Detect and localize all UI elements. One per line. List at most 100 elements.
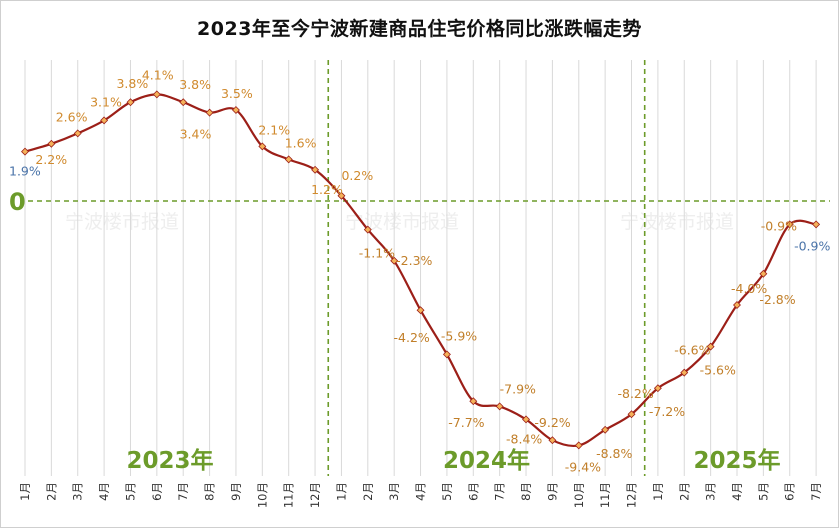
x-tick-label: 11月	[598, 482, 612, 508]
x-tick-label: 10月	[255, 482, 269, 508]
watermark-text: 宁波楼市报道	[620, 211, 734, 233]
data-point	[812, 220, 821, 229]
x-tick-label: 2月	[677, 482, 691, 501]
data-point	[152, 90, 161, 99]
data-label: -9.4%	[565, 459, 601, 474]
x-axis-ticks: 1月 2月 3月 4月 5月 6月 7月 8月 9月 10月 11月 12月 1月 2月 3月 4月 5月 6月 7…	[18, 482, 823, 508]
data-point	[337, 191, 346, 200]
data-point	[627, 410, 636, 419]
data-point	[258, 142, 267, 151]
x-tick-label: 2月	[361, 482, 375, 501]
year-labels: 2023年 2024年 2025年	[127, 447, 781, 474]
data-point	[390, 256, 399, 265]
x-tick-label: 7月	[809, 482, 823, 501]
vertical-grid	[24, 60, 817, 476]
data-point	[284, 155, 293, 164]
x-tick-label: 3月	[387, 482, 401, 501]
x-tick-label: 5月	[123, 482, 137, 501]
data-point	[442, 350, 451, 359]
watermark-layer: 宁波楼市报道 宁波楼市报道 宁波楼市报道	[65, 211, 734, 233]
x-tick-label: 5月	[756, 482, 770, 501]
year-dividers	[327, 60, 646, 476]
data-label: -4.0%	[731, 281, 767, 296]
data-point	[680, 368, 689, 377]
data-point	[522, 415, 530, 424]
data-markers	[21, 90, 821, 450]
data-label: 1.2%	[311, 182, 343, 197]
data-label: -5.9%	[441, 328, 477, 343]
x-tick-label: 12月	[625, 482, 639, 508]
data-point	[601, 425, 610, 434]
data-label: -8.4%	[506, 431, 542, 446]
x-tick-label: 9月	[545, 482, 559, 501]
data-point	[548, 436, 557, 445]
x-tick-label: 8月	[203, 482, 217, 501]
x-tick-label: 12月	[308, 482, 322, 508]
x-tick-label: 1月	[651, 482, 665, 501]
x-tick-label: 8月	[519, 482, 533, 501]
data-label: -8.2%	[618, 386, 654, 401]
data-point	[73, 129, 82, 138]
x-tick-label: 5月	[440, 482, 454, 501]
data-point	[311, 165, 320, 174]
data-label: 1.6%	[285, 135, 317, 150]
data-label: 2.6%	[56, 109, 88, 124]
zero-line-group: 0	[9, 188, 830, 216]
data-label: -2.3%	[396, 253, 432, 268]
data-point	[785, 220, 794, 229]
data-point	[759, 269, 768, 278]
data-label: -8.8%	[596, 446, 632, 461]
x-tick-label: 2月	[44, 482, 58, 501]
zero-label: 0	[9, 188, 26, 216]
x-tick-label: 11月	[282, 482, 296, 508]
data-label: -7.2%	[649, 404, 685, 419]
data-label: -0.9%	[794, 238, 830, 253]
data-label: -2.8%	[759, 292, 795, 307]
data-label: -6.6%	[674, 343, 710, 358]
data-point	[47, 139, 56, 148]
data-point	[495, 402, 504, 411]
data-label: -1.1%	[359, 246, 395, 261]
x-tick-label: 4月	[414, 482, 428, 501]
data-label: 3.5%	[221, 86, 253, 101]
chart-title: 2023年至今宁波新建商品住宅价格同比涨跌幅走势	[197, 18, 642, 40]
data-point	[205, 108, 214, 117]
data-label: 4.1%	[142, 67, 174, 82]
data-label: -7.7%	[448, 415, 484, 430]
x-tick-label: 6月	[150, 482, 164, 501]
watermark-text: 宁波楼市报道	[65, 211, 179, 233]
data-point	[469, 397, 478, 406]
data-label: -4.2%	[394, 330, 430, 345]
data-point	[733, 301, 741, 309]
data-label: -0.9%	[761, 218, 797, 233]
x-tick-label: 4月	[730, 482, 744, 501]
watermark-text: 宁波楼市报道	[345, 211, 459, 233]
data-label: 1.9%	[9, 164, 41, 179]
data-point	[416, 306, 425, 315]
data-label: 2.2%	[35, 152, 67, 167]
x-tick-label: 7月	[176, 482, 190, 501]
data-label: 3.4%	[180, 127, 212, 142]
data-labels: 1.9%2.2%2.6%3.1%3.8%4.1%3.8%3.4%3.5%2.1%…	[9, 67, 830, 474]
data-label: 0.2%	[341, 168, 373, 183]
data-point	[574, 441, 583, 450]
data-point	[231, 106, 240, 114]
data-label: 2.1%	[258, 122, 290, 137]
year-label: 2025年	[693, 447, 780, 474]
x-tick-label: 3月	[71, 482, 85, 501]
year-label: 2023年	[127, 447, 214, 474]
data-label: 3.8%	[116, 76, 148, 91]
x-tick-label: 6月	[783, 482, 797, 501]
x-tick-label: 9月	[229, 482, 243, 501]
x-tick-label: 7月	[493, 482, 507, 501]
x-tick-label: 1月	[334, 482, 348, 501]
data-label: 3.8%	[179, 77, 211, 92]
year-label: 2024年	[443, 447, 530, 474]
data-label: -7.9%	[500, 381, 536, 396]
data-point	[21, 147, 29, 156]
data-label: -9.2%	[534, 415, 570, 430]
data-point	[126, 98, 135, 107]
data-point	[100, 116, 109, 125]
data-label: -5.6%	[700, 363, 736, 378]
